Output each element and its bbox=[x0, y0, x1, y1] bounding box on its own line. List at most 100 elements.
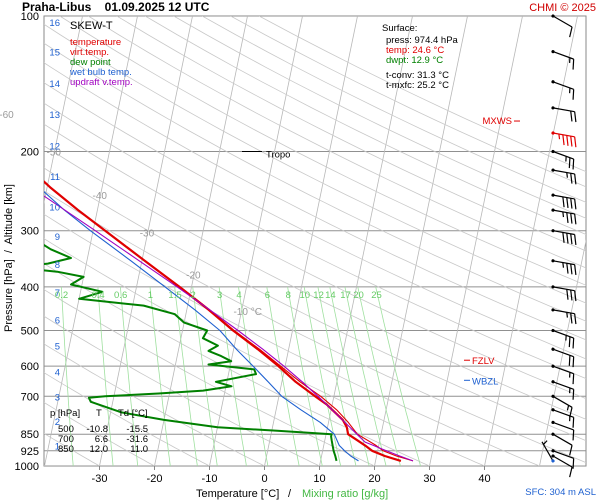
barb-full bbox=[572, 59, 575, 70]
barb-full bbox=[570, 289, 573, 301]
barb-full bbox=[572, 429, 575, 441]
isotherm-label: -40 bbox=[92, 191, 107, 202]
barb-full bbox=[562, 232, 565, 243]
wind-barb bbox=[551, 420, 575, 441]
table-cell: -15.5 bbox=[126, 424, 148, 435]
pressure-tick-label: 850 bbox=[21, 429, 39, 441]
dry-adiabat bbox=[173, 16, 586, 219]
table-header-t: T bbox=[96, 408, 102, 419]
dry-adiabat bbox=[44, 23, 586, 304]
barb-full bbox=[570, 198, 573, 209]
dry-adiabat bbox=[116, 16, 586, 252]
table-cell: -10.8 bbox=[86, 424, 108, 435]
barb-half bbox=[566, 312, 568, 318]
series-wet-bulb-temp bbox=[44, 190, 359, 462]
x-axis-title-mix: Mixing ratio [g/kg] bbox=[302, 488, 388, 500]
mixing-ratio-line bbox=[192, 286, 218, 466]
pressure-tick-label: 700 bbox=[21, 391, 39, 403]
barb-half bbox=[566, 172, 568, 178]
barb-station bbox=[551, 449, 555, 453]
wind-barb bbox=[551, 208, 577, 225]
dry-adiabat bbox=[44, 315, 320, 466]
barb-station bbox=[551, 394, 555, 398]
barb-station bbox=[551, 208, 555, 212]
barb-half bbox=[569, 372, 571, 378]
barb-full bbox=[570, 110, 573, 122]
barb-shaft bbox=[552, 450, 574, 459]
sounding-curves bbox=[44, 180, 414, 462]
isotherm-line bbox=[539, 239, 586, 466]
dry-adiabat bbox=[44, 213, 540, 466]
pressure-tick-label: 925 bbox=[21, 446, 39, 458]
barb-full bbox=[566, 233, 569, 244]
barb-full bbox=[568, 336, 571, 348]
altitude-tick-label: 6 bbox=[55, 315, 60, 326]
barb-full bbox=[572, 458, 575, 469]
isotherm-label: -10 °C bbox=[233, 307, 261, 318]
mixing-ratio-line bbox=[60, 286, 74, 466]
wind-barb bbox=[541, 440, 555, 463]
wind-barb bbox=[551, 80, 575, 100]
barb-full bbox=[566, 135, 569, 146]
barb-full bbox=[569, 407, 573, 418]
wind-barb bbox=[551, 364, 575, 385]
pressure-tick-label: 400 bbox=[21, 282, 39, 294]
barb-station bbox=[551, 229, 555, 233]
isotherm-label: -20 bbox=[186, 270, 201, 281]
wind-barb bbox=[551, 308, 577, 325]
altitude-tick-label: 2 bbox=[55, 417, 60, 428]
barb-station bbox=[551, 193, 555, 197]
dry-adiabat bbox=[59, 16, 586, 286]
barb-full bbox=[569, 466, 573, 478]
barb-shaft bbox=[552, 15, 573, 28]
barb-full bbox=[570, 263, 573, 275]
surface-tmxfc: t-mxfc: 25.2 °C bbox=[386, 80, 449, 91]
barb-full bbox=[572, 356, 575, 368]
legend-heading: SKEW-T bbox=[70, 20, 113, 32]
barb-full bbox=[574, 136, 577, 148]
altitude-tick-label: 12 bbox=[49, 142, 60, 153]
pressure-tick-label: 600 bbox=[21, 361, 39, 373]
barb-shaft bbox=[541, 441, 554, 462]
mixing-ratio-line bbox=[174, 286, 198, 466]
barb-half bbox=[569, 57, 571, 64]
chart-title: Praha-Libus 01.09.2025 12 UTC bbox=[22, 0, 210, 14]
dry-adiabat bbox=[44, 190, 586, 464]
wind-barb bbox=[551, 432, 573, 456]
wind-barb bbox=[551, 131, 577, 148]
barb-half bbox=[558, 133, 561, 140]
barb-half bbox=[565, 335, 567, 341]
barb-station bbox=[551, 432, 555, 436]
mixing-ratio-label: 25 bbox=[371, 290, 382, 301]
altitude-tick-label: 14 bbox=[49, 79, 60, 90]
x-axis-title-sep: / bbox=[288, 488, 292, 500]
dry-adiabat bbox=[44, 289, 375, 466]
barb-full bbox=[574, 173, 577, 185]
mixing-ratio-label: 10 bbox=[299, 290, 310, 301]
isotherm-label: -30 bbox=[140, 229, 155, 240]
pressure-tick-label: 1000 bbox=[15, 461, 39, 473]
dry-adiabat bbox=[44, 401, 155, 466]
mixing-ratio-label: 0.6 bbox=[114, 290, 127, 301]
dry-adiabat bbox=[44, 123, 586, 400]
barb-station bbox=[551, 80, 555, 84]
table-cell: 12.0 bbox=[90, 444, 109, 455]
altitude-tick-label: 11 bbox=[50, 172, 60, 183]
altitude-tick-label: 16 bbox=[49, 18, 60, 29]
pressure-tick-label: 500 bbox=[21, 326, 39, 338]
barb-full bbox=[572, 89, 575, 100]
pressure-tick-label: 200 bbox=[21, 146, 39, 158]
barb-half bbox=[566, 405, 570, 411]
dry-adiabat bbox=[44, 238, 485, 466]
series-updraft-v-temp bbox=[44, 195, 414, 462]
mixing-ratio-line bbox=[266, 286, 300, 466]
isotherm-label: -50 bbox=[47, 147, 62, 158]
barb-full bbox=[574, 313, 577, 325]
legend-wet-bulb: wet bulb temp. bbox=[69, 67, 132, 78]
wind-barb bbox=[551, 328, 575, 349]
barb-full bbox=[574, 290, 577, 302]
altitude-tick-label: 1 bbox=[55, 441, 60, 452]
wind-barb bbox=[551, 259, 577, 276]
barb-full bbox=[568, 157, 571, 169]
